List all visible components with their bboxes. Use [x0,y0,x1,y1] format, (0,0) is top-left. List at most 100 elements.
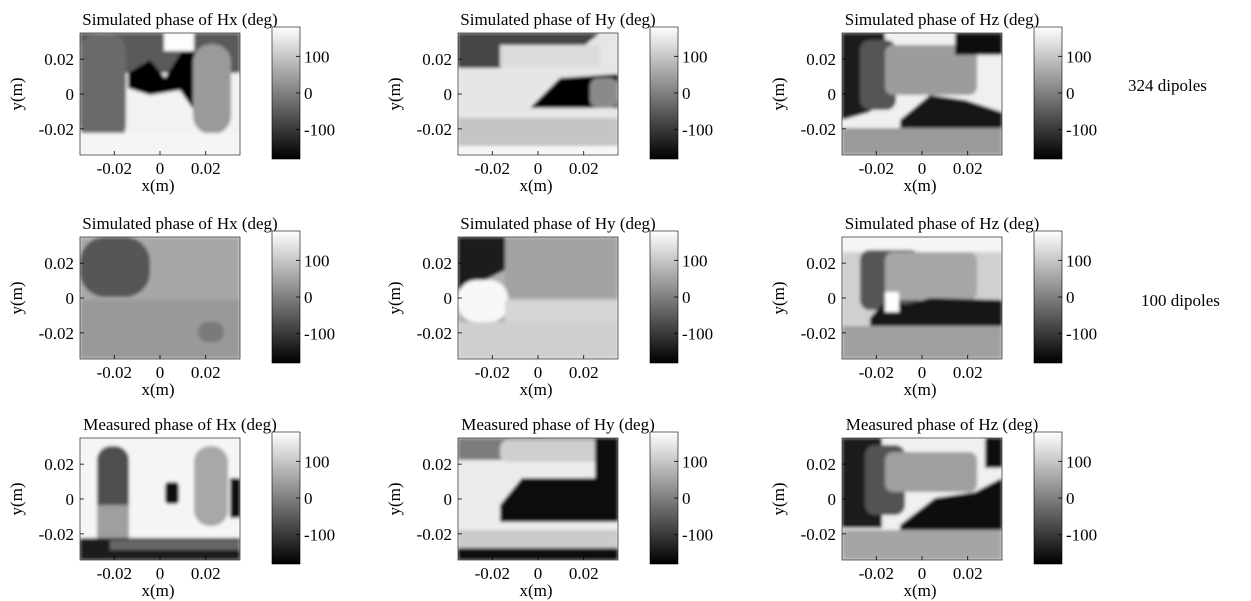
x-tick-label: 0 [534,363,543,382]
colorbar-tick-label: 0 [1066,489,1075,508]
y-tick-label: 0 [66,289,75,308]
y-tick-label: 0 [828,490,837,509]
y-tick-label: 0 [444,289,453,308]
colorbar-tick-label: 100 [682,47,708,66]
y-axis-label: y(m) [385,281,404,314]
colorbar [649,431,679,565]
colorbar-tick-label: 100 [682,452,708,471]
y-axis-label: y(m) [769,482,788,515]
chart-title: Simulated phase of Hx (deg) [82,214,277,233]
chart-title: Measured phase of Hx (deg) [83,415,277,434]
chart-title: Simulated phase of Hy (deg) [460,214,655,233]
colorbar-tick-label: 0 [304,489,313,508]
x-tick-label: 0.02 [953,363,983,382]
chart-panel-4: Simulated phase of Hx (deg) -0.02 0 0.02 0.0… [7,214,335,399]
chart-title: Simulated phase of Hz (deg) [845,10,1040,29]
x-tick-label: -0.02 [97,564,132,583]
y-tick-label: -0.02 [801,324,836,343]
y-tick-label: 0 [828,85,837,104]
y-tick-label: 0.02 [44,254,74,273]
y-tick-label: 0.02 [806,254,836,273]
x-tick-label: 0 [918,363,927,382]
chart-title: Measured phase of Hz (deg) [846,415,1039,434]
heatmap-image-9 [842,438,1002,560]
colorbar-tick-label: 100 [304,251,330,270]
colorbar-tick-label: -100 [304,121,335,140]
heatmap-image-8 [458,438,618,560]
x-tick-label: -0.02 [859,363,894,382]
colorbar-tick-label: -100 [1066,325,1097,344]
x-tick-label: 0.02 [191,363,221,382]
x-axis-label: x(m) [903,380,936,399]
heatmap-image-6 [842,237,1002,359]
x-tick-label: 0.02 [191,159,221,178]
colorbar-tick-label: -100 [304,526,335,545]
colorbar [649,26,679,160]
x-tick-label: 0 [156,363,165,382]
y-axis-label: y(m) [769,77,788,110]
chart-panel-6: Simulated phase of Hz (deg) -0.02 0 0.02 0.0… [769,214,1097,399]
x-tick-label: 0.02 [953,159,983,178]
chart-panel-9: Measured phase of Hz (deg) -0.02 0 0.02 0.02… [769,415,1097,600]
colorbar-tick-label: 0 [682,84,691,103]
chart-title: Simulated phase of Hz (deg) [845,214,1040,233]
row-label-324-dipoles: 324 dipoles [1128,76,1207,95]
x-axis-label: x(m) [141,176,174,195]
heatmap-image-1 [80,33,240,155]
x-tick-label: 0.02 [569,159,599,178]
colorbar-tick-label: -100 [682,325,713,344]
x-tick-label: 0 [918,564,927,583]
y-tick-label: 0 [444,490,453,509]
heatmap-image-2 [458,33,618,155]
colorbar [1033,26,1063,160]
x-tick-label: -0.02 [97,159,132,178]
colorbar-tick-label: 0 [682,288,691,307]
chart-panel-1: Simulated phase of Hx (deg) -0.02 0 0.02 0.0… [7,10,335,195]
x-tick-label: -0.02 [859,564,894,583]
chart-title: Measured phase of Hy (deg) [461,415,655,434]
chart-panel-7: Measured phase of Hx (deg) -0.02 0 0.02 0.02… [7,415,335,600]
x-tick-label: 0 [156,564,165,583]
x-tick-label: -0.02 [97,363,132,382]
x-tick-label: 0.02 [569,363,599,382]
y-tick-label: -0.02 [417,525,452,544]
colorbar-tick-label: 100 [1066,452,1092,471]
row-label-100-dipoles: 100 dipoles [1141,291,1220,310]
heatmap-image-3 [842,33,1002,155]
colorbar-tick-label: -100 [304,325,335,344]
y-tick-label: 0.02 [44,455,74,474]
x-axis-label: x(m) [903,581,936,600]
x-axis-label: x(m) [519,380,552,399]
colorbar [1033,431,1063,565]
colorbar-tick-label: -100 [1066,121,1097,140]
colorbar [649,230,679,364]
colorbar-tick-label: 100 [304,47,330,66]
x-axis-label: x(m) [519,581,552,600]
x-tick-label: 0.02 [953,564,983,583]
chart-panel-2: Simulated phase of Hy (deg) -0.02 0 0.02 0.0… [385,10,713,195]
colorbar-tick-label: -100 [682,526,713,545]
colorbar [271,230,301,364]
x-tick-label: 0 [156,159,165,178]
y-tick-label: 0.02 [44,50,74,69]
colorbar-tick-label: -100 [1066,526,1097,545]
x-tick-label: 0 [534,564,543,583]
heatmap-image-7 [80,438,240,560]
chart-title: Simulated phase of Hx (deg) [82,10,277,29]
y-axis-label: y(m) [385,77,404,110]
x-tick-label: 0.02 [569,564,599,583]
y-axis-label: y(m) [385,482,404,515]
y-tick-label: 0.02 [422,455,452,474]
colorbar-tick-label: 0 [1066,288,1075,307]
x-axis-label: x(m) [141,581,174,600]
chart-panel-3: Simulated phase of Hz (deg) -0.02 0 0.02 0.0… [769,10,1097,195]
y-tick-label: 0 [66,85,75,104]
y-tick-label: 0.02 [422,254,452,273]
colorbar-tick-label: 0 [304,288,313,307]
chart-panel-8: Measured phase of Hy (deg) -0.02 0 0.02 0.02… [385,415,713,600]
chart-title: Simulated phase of Hy (deg) [460,10,655,29]
x-tick-label: 0 [918,159,927,178]
colorbar [1033,230,1063,364]
y-axis-label: y(m) [7,281,26,314]
y-tick-label: -0.02 [801,525,836,544]
